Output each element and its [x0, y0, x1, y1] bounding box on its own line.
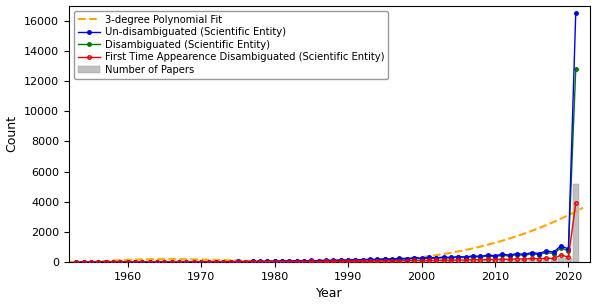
- First Time Appearence Disambiguated (Scientific Entity): [73, 260, 80, 264]
- Bar: [573, 184, 579, 262]
- Bar: [440, 260, 446, 262]
- Bar: [367, 261, 373, 262]
- 3-degree Polynomial Fit: [579, 206, 586, 210]
- Bar: [551, 259, 557, 262]
- Line: Disambiguated (Scientific Entity): Disambiguated (Scientific Entity): [74, 67, 578, 264]
- First Time Appearence Disambiguated (Scientific Entity): [241, 260, 249, 264]
- Bar: [345, 261, 351, 262]
- Bar: [381, 261, 388, 262]
- Bar: [455, 260, 461, 262]
- 3-degree Polynomial Fit: [313, 260, 320, 264]
- Bar: [448, 261, 454, 262]
- Disambiguated (Scientific Entity): [565, 249, 572, 253]
- Bar: [396, 261, 403, 262]
- Un-disambiguated (Scientific Entity): [117, 260, 124, 264]
- Disambiguated (Scientific Entity): [80, 260, 87, 264]
- Bar: [507, 260, 513, 262]
- Legend: 3-degree Polynomial Fit, Un-disambiguated (Scientific Entity), Disambiguated (Sc: 3-degree Polynomial Fit, Un-disambiguate…: [74, 10, 389, 79]
- Bar: [403, 261, 410, 262]
- Disambiguated (Scientific Entity): [249, 259, 256, 263]
- Bar: [522, 260, 527, 262]
- Un-disambiguated (Scientific Entity): [565, 247, 572, 251]
- Disambiguated (Scientific Entity): [73, 260, 80, 264]
- Un-disambiguated (Scientific Entity): [249, 259, 256, 263]
- Un-disambiguated (Scientific Entity): [73, 260, 80, 264]
- Bar: [565, 258, 572, 262]
- First Time Appearence Disambiguated (Scientific Entity): [80, 260, 87, 264]
- Bar: [374, 261, 381, 262]
- Bar: [433, 261, 439, 262]
- Disambiguated (Scientific Entity): [117, 260, 124, 264]
- Un-disambiguated (Scientific Entity): [241, 260, 249, 263]
- Disambiguated (Scientific Entity): [176, 260, 183, 264]
- Bar: [337, 261, 344, 262]
- Bar: [514, 259, 520, 262]
- Disambiguated (Scientific Entity): [367, 258, 374, 261]
- Y-axis label: Count: Count: [5, 115, 18, 152]
- Bar: [359, 261, 366, 262]
- Bar: [418, 261, 424, 262]
- 3-degree Polynomial Fit: [66, 260, 73, 264]
- Line: Un-disambiguated (Scientific Entity): Un-disambiguated (Scientific Entity): [74, 11, 578, 264]
- Line: 3-degree Polynomial Fit: 3-degree Polynomial Fit: [69, 208, 583, 262]
- Bar: [558, 258, 564, 262]
- 3-degree Polynomial Fit: [343, 260, 350, 264]
- Bar: [499, 260, 505, 262]
- Bar: [389, 261, 395, 262]
- 3-degree Polynomial Fit: [567, 212, 575, 216]
- 3-degree Polynomial Fit: [487, 242, 494, 246]
- Bar: [323, 261, 329, 262]
- X-axis label: Year: Year: [316, 287, 343, 300]
- Bar: [485, 260, 491, 262]
- First Time Appearence Disambiguated (Scientific Entity): [249, 260, 256, 263]
- First Time Appearence Disambiguated (Scientific Entity): [117, 260, 124, 264]
- Bar: [352, 261, 359, 262]
- 3-degree Polynomial Fit: [371, 259, 378, 263]
- Bar: [536, 259, 542, 262]
- Bar: [492, 260, 498, 262]
- 3-degree Polynomial Fit: [309, 260, 316, 264]
- Bar: [477, 260, 483, 262]
- Bar: [411, 261, 417, 262]
- Bar: [462, 260, 468, 262]
- Disambiguated (Scientific Entity): [572, 67, 579, 71]
- Un-disambiguated (Scientific Entity): [367, 257, 374, 261]
- Un-disambiguated (Scientific Entity): [80, 260, 87, 264]
- Un-disambiguated (Scientific Entity): [176, 260, 183, 264]
- Un-disambiguated (Scientific Entity): [572, 11, 579, 15]
- First Time Appearence Disambiguated (Scientific Entity): [367, 259, 374, 263]
- Bar: [426, 261, 432, 262]
- Bar: [529, 259, 535, 262]
- Disambiguated (Scientific Entity): [241, 260, 249, 263]
- First Time Appearence Disambiguated (Scientific Entity): [565, 255, 572, 259]
- First Time Appearence Disambiguated (Scientific Entity): [176, 260, 183, 264]
- Bar: [543, 259, 550, 262]
- Bar: [470, 260, 476, 262]
- First Time Appearence Disambiguated (Scientific Entity): [572, 201, 579, 205]
- Line: First Time Appearence Disambiguated (Scientific Entity): First Time Appearence Disambiguated (Sci…: [74, 202, 578, 264]
